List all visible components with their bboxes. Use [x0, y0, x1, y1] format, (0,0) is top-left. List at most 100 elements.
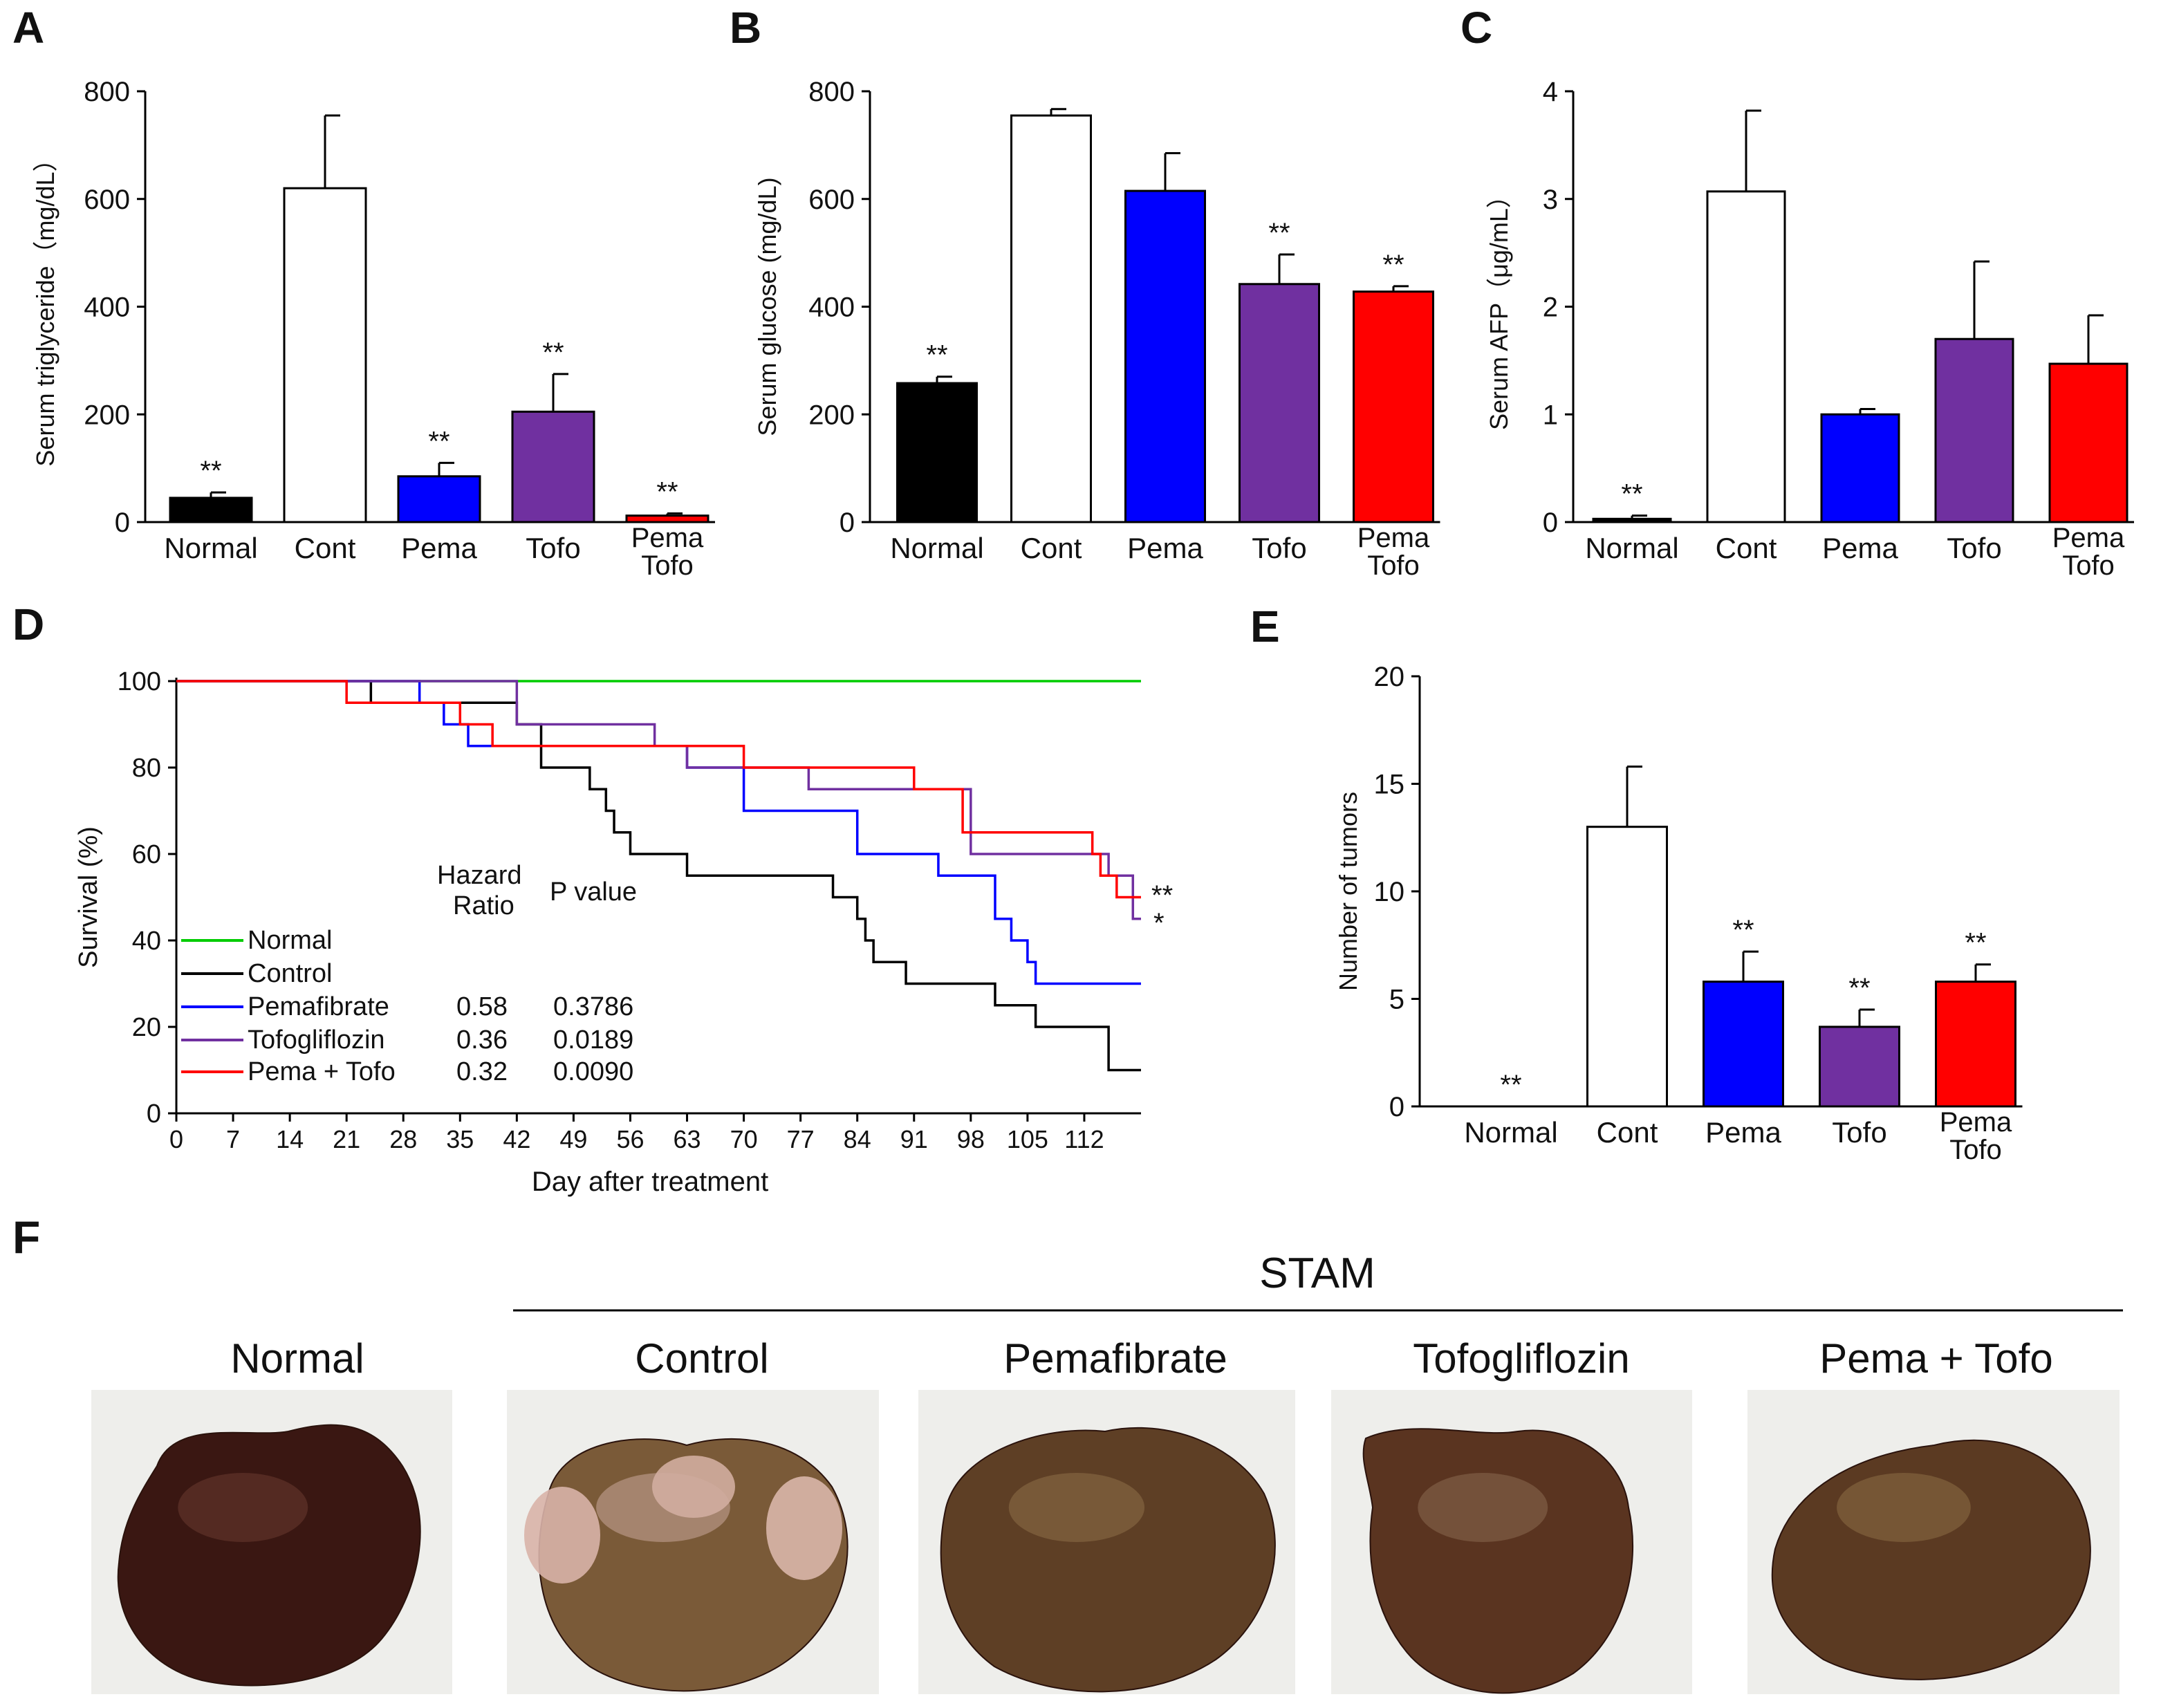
category-label: Pema — [2052, 523, 2125, 553]
bar — [896, 382, 978, 523]
legend-label: Pemafibrate — [248, 992, 389, 1021]
significance-marker: ** — [1965, 928, 1986, 958]
bar — [1124, 189, 1206, 523]
x-tick-label: 84 — [844, 1125, 871, 1153]
hazard-ratio-value: 0.36 — [456, 1025, 508, 1055]
panel-a: A 0 200 400 600 800 Serum triglyceride（mg/dL） *… — [12, 3, 715, 581]
x-axis-label: Day after treatment — [532, 1167, 768, 1197]
y-tick-label: 100 — [118, 667, 161, 696]
liver-photo — [1362, 1428, 1633, 1694]
table-header-p: P value — [550, 878, 637, 907]
significance-marker: ** — [1382, 250, 1404, 280]
x-tick-label: 28 — [389, 1125, 417, 1153]
hazard-ratio-value: 0.32 — [456, 1057, 508, 1086]
category-label: Cont — [1716, 532, 1777, 564]
x-tick-label: 105 — [1007, 1125, 1048, 1153]
panel-letter: A — [12, 3, 44, 53]
category-label: Normal — [1464, 1116, 1557, 1149]
category-label: Cont — [1597, 1116, 1658, 1149]
panel-f: F STAM Normal Control Pemafibrate Tofoglifloz… — [12, 1212, 2123, 1694]
bar — [1010, 114, 1092, 523]
y-tick-label: 20 — [132, 1013, 161, 1042]
bar — [1703, 981, 1784, 1108]
y-tick-label: 5 — [1389, 985, 1404, 1015]
p-value: 0.3786 — [553, 992, 633, 1021]
y-tick-label: 1 — [1543, 400, 1558, 430]
y-tick-label: 0 — [147, 1099, 161, 1129]
photo-label: Control — [635, 1335, 768, 1382]
x-tick-label: 49 — [559, 1125, 587, 1153]
y-tick-label: 800 — [808, 77, 855, 107]
category-label: Tofo — [2062, 550, 2115, 581]
category-label: Tofo — [1367, 550, 1420, 581]
category-label: Normal — [890, 532, 983, 564]
legend-label: Control — [248, 959, 333, 988]
legend-label: Pema + Tofo — [248, 1057, 396, 1086]
panel-letter: E — [1250, 602, 1280, 651]
significance-marker: * — [1153, 908, 1165, 938]
bar — [169, 496, 253, 523]
panel-letter: B — [730, 3, 761, 53]
survival-curve-tofogliflozin — [176, 680, 1141, 920]
liver-shape — [117, 1424, 421, 1687]
bar — [2048, 362, 2128, 523]
panel-e: E 0 5 10 15 20 Number of tumors ** Normal Cont ** P… — [1250, 602, 2023, 1165]
category-label: Tofo — [526, 532, 580, 564]
y-tick-label: 600 — [808, 185, 855, 215]
category-label: Pema — [631, 523, 704, 553]
group-label: STAM — [1259, 1250, 1375, 1297]
x-tick-label: 35 — [446, 1125, 474, 1153]
y-tick-label: 80 — [132, 754, 161, 783]
bar — [1586, 826, 1668, 1108]
y-tick-label: 2 — [1543, 293, 1558, 323]
liver-photo — [524, 1438, 848, 1692]
liver-highlight — [1837, 1473, 1971, 1542]
liver-photo — [1771, 1439, 2091, 1680]
y-tick-label: 0 — [1389, 1092, 1404, 1122]
category-label: Normal — [1585, 532, 1678, 564]
y-tick-label: 60 — [132, 840, 161, 869]
category-label: Pema — [1822, 532, 1898, 564]
photo-label: Normal — [230, 1335, 364, 1382]
photo-label: Pemafibrate — [1003, 1335, 1227, 1382]
significance-marker: ** — [1268, 218, 1290, 248]
category-label: Pema — [1940, 1107, 2012, 1138]
p-value: 0.0090 — [553, 1057, 633, 1086]
y-tick-label: 20 — [1374, 662, 1405, 692]
liver-photo — [117, 1424, 421, 1687]
x-tick-label: 7 — [226, 1125, 240, 1153]
legend-label: Normal — [248, 926, 332, 955]
significance-marker: ** — [200, 456, 221, 486]
x-tick-label: 91 — [900, 1125, 928, 1153]
y-tick-label: 800 — [84, 77, 130, 107]
y-axis-label: Survival (%) — [74, 826, 103, 968]
category-label: Cont — [1021, 532, 1082, 564]
bar — [1820, 413, 1900, 523]
x-tick-label: 56 — [616, 1125, 644, 1153]
y-tick-label: 200 — [808, 400, 855, 430]
y-axis-label: Serum AFP（μg/mL） — [1485, 183, 1513, 430]
x-tick-label: 14 — [276, 1125, 304, 1153]
survival-curve-pema-tofo — [176, 680, 1141, 899]
significance-marker: ** — [926, 340, 947, 371]
photo-label: Tofogliflozin — [1413, 1335, 1630, 1382]
panel-b: B 0 200 400 600 800 Serum glucose (mg/dL) ** Nor… — [730, 3, 1440, 581]
y-tick-label: 600 — [84, 185, 130, 215]
x-tick-label: 42 — [503, 1125, 530, 1153]
y-tick-label: 400 — [84, 293, 130, 323]
liver-highlight — [178, 1473, 308, 1542]
category-label: Pema — [1127, 532, 1203, 564]
y-tick-label: 15 — [1374, 770, 1405, 800]
y-axis-label: Number of tumors — [1334, 792, 1362, 991]
significance-marker: ** — [1848, 973, 1870, 1003]
x-tick-label: 0 — [169, 1125, 183, 1153]
x-tick-label: 70 — [730, 1125, 758, 1153]
category-label: Tofo — [1832, 1116, 1886, 1149]
liver-photo — [940, 1427, 1276, 1693]
liver-highlight — [1008, 1473, 1144, 1542]
bar — [283, 187, 367, 523]
x-tick-label: 21 — [333, 1125, 360, 1153]
category-label: Pema — [1705, 1116, 1781, 1149]
table-header-ratio: Ratio — [453, 891, 514, 920]
bar — [1239, 283, 1320, 523]
